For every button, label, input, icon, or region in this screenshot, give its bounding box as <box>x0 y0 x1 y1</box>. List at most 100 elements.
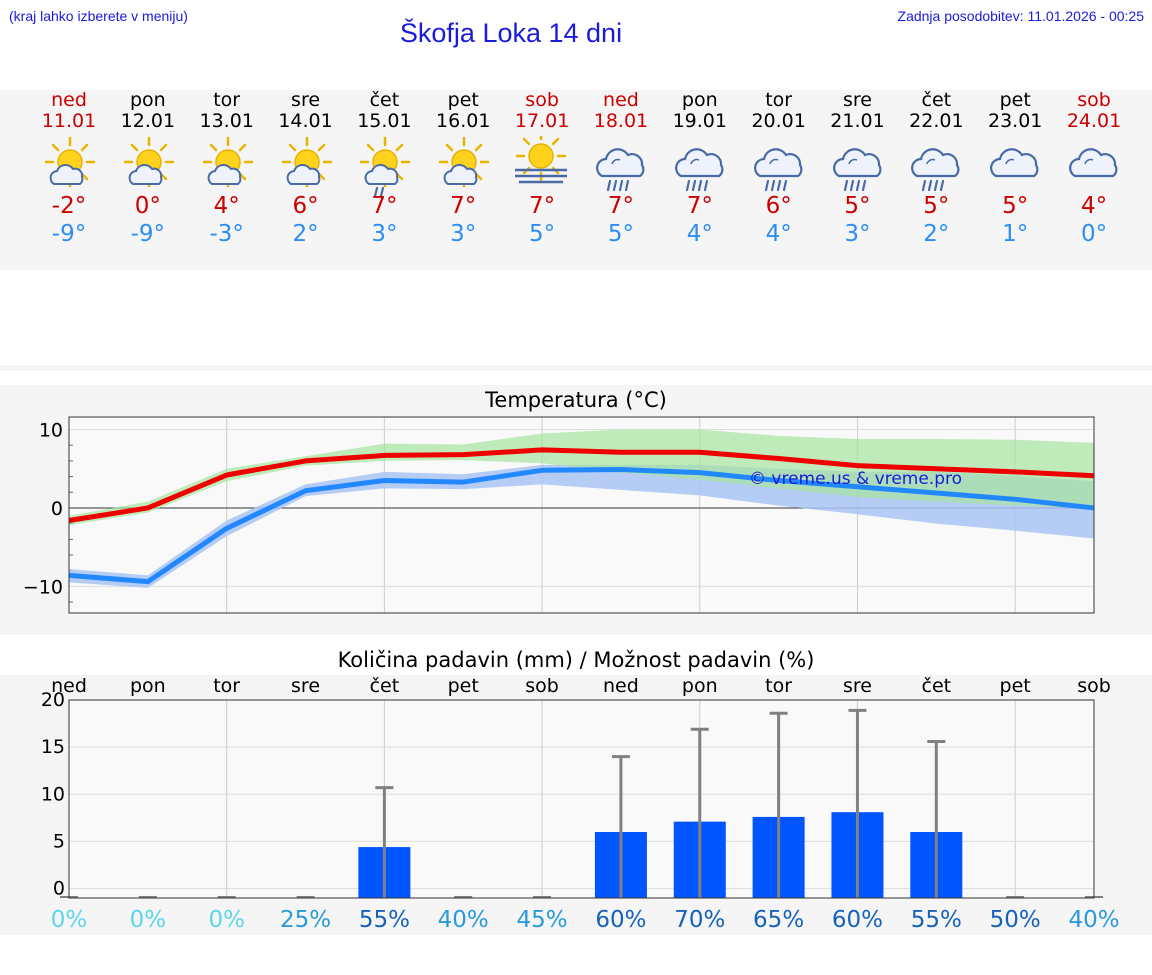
category-label: ned <box>603 675 639 697</box>
probability-label: 40% <box>1068 907 1119 933</box>
probability-label: 0% <box>208 907 245 933</box>
separator <box>0 365 1152 371</box>
probability-label: 25% <box>280 907 331 933</box>
day-column: čet 15.01 7° 3° <box>345 90 423 248</box>
y-tick-label: 20 <box>41 689 65 711</box>
temp-max: 4° <box>213 193 240 219</box>
temp-max: 6° <box>292 193 319 219</box>
y-tick-label: 10 <box>39 420 63 442</box>
probability-label: 40% <box>438 907 489 933</box>
day-column: ned 18.01 7° 5° <box>582 90 660 248</box>
category-label: sre <box>843 675 872 697</box>
day-date: 21.01 <box>830 110 885 132</box>
temperature-chart: 10 0 −10 © vreme.us & vreme.pro <box>23 416 1095 614</box>
y-tick-label: 5 <box>53 830 65 852</box>
cloud-rain-icon <box>595 148 645 192</box>
probability-label: 70% <box>674 907 725 933</box>
day-date: 24.01 <box>1066 110 1122 132</box>
y-tick-label: 10 <box>41 783 65 805</box>
max-range-band <box>69 429 1094 526</box>
day-name: čet <box>921 89 952 111</box>
day-name: ned <box>603 89 639 111</box>
day-date: 17.01 <box>514 110 570 132</box>
day-date: 18.01 <box>593 110 649 132</box>
temp-max: 5° <box>1002 193 1029 219</box>
day-date: 23.01 <box>987 110 1043 132</box>
day-column: sob 17.01 7° 5° <box>503 90 581 248</box>
temperature-title: Temperatura (°C) <box>485 388 667 412</box>
temp-min: 5° <box>529 221 556 247</box>
sun-shape <box>515 136 567 182</box>
sun-cloud-rain-icon <box>360 136 411 196</box>
day-name: čet <box>369 89 400 111</box>
temp-max: 7° <box>607 193 634 219</box>
category-label: tor <box>213 675 240 697</box>
category-label: čet <box>922 675 952 697</box>
temp-min: 3° <box>450 221 477 247</box>
day-name: tor <box>213 89 241 111</box>
temp-min: 1° <box>1002 221 1029 247</box>
max-temp-line <box>68 447 1095 523</box>
sun-cloud-icon <box>281 136 332 188</box>
temp-min: 5° <box>607 221 634 247</box>
y-tick-label: 0 <box>51 498 63 520</box>
probability-label: 0% <box>51 907 88 933</box>
probability-label: 65% <box>753 907 804 933</box>
precip-title: Količina padavin (mm) / Možnost padavin … <box>337 648 815 672</box>
temp-min: -9° <box>130 221 166 247</box>
last-update: Zadnja posodobitev: 11.01.2026 - 00:25 <box>897 8 1144 24</box>
y-tick-label: 15 <box>41 736 65 758</box>
min-temp-line <box>68 467 1095 585</box>
cloud-icon <box>990 148 1039 178</box>
day-column: pon 12.01 0° -9° <box>109 90 187 248</box>
temp-min: 2° <box>923 221 950 247</box>
day-column: pet 16.01 7° 3° <box>424 90 502 248</box>
location-hint: (kraj lahko izberete v meniju) <box>9 8 188 24</box>
probability-label: 55% <box>911 907 962 933</box>
category-label: sob <box>1077 675 1111 697</box>
day-name: sob <box>1077 89 1111 111</box>
day-date: 19.01 <box>672 110 727 132</box>
day-name: pon <box>129 89 166 111</box>
temp-max: 4° <box>1080 193 1108 219</box>
temp-max: 6° <box>765 193 792 219</box>
category-label: sob <box>525 675 559 697</box>
day-name: sre <box>291 89 321 111</box>
probability-label: 50% <box>990 907 1041 933</box>
day-name: pon <box>681 89 718 111</box>
temp-max: 7° <box>686 193 713 219</box>
category-label: ned <box>51 675 87 697</box>
cloud-rain-icon <box>674 148 724 192</box>
temp-min: 0° <box>1080 221 1108 247</box>
temp-min: 2° <box>292 221 319 247</box>
day-date: 13.01 <box>199 110 254 132</box>
day-name: pet <box>447 89 479 111</box>
sun-cloud-icon <box>123 136 175 188</box>
min-range-band <box>69 464 1094 588</box>
probability-label: 0% <box>130 907 167 933</box>
temp-max: 7° <box>529 193 556 219</box>
plot-frame <box>68 699 1095 899</box>
cloud-rain-icon <box>911 148 960 192</box>
plot-frame <box>68 416 1095 614</box>
y-tick-label: −10 <box>23 576 63 598</box>
day-column: pon 19.01 7° 4° <box>661 90 739 248</box>
sun-cloud-icon <box>44 136 96 188</box>
day-name: ned <box>51 89 87 111</box>
temp-min: 3° <box>844 221 871 247</box>
temp-max: 5° <box>844 193 871 219</box>
forecast-strip: ned 11.01 -2° -9° pon 12.01 0° -9° tor 13.01 4° -3°… <box>0 90 1152 270</box>
day-column: sob 24.01 4° 0° <box>1055 90 1133 248</box>
category-label: sre <box>291 675 320 697</box>
category-label: pon <box>682 675 718 697</box>
cloud-icon <box>1069 148 1118 178</box>
day-column: sre 14.01 6° 2° <box>267 90 345 248</box>
temp-max: -2° <box>51 193 87 219</box>
page-title: Škofja Loka 14 dni <box>399 18 623 48</box>
temp-min: 4° <box>686 221 713 247</box>
sun-cloud-icon <box>202 136 253 188</box>
day-date: 20.01 <box>751 110 806 132</box>
sun-cloud-icon <box>439 136 490 188</box>
probability-label: 60% <box>832 907 883 933</box>
